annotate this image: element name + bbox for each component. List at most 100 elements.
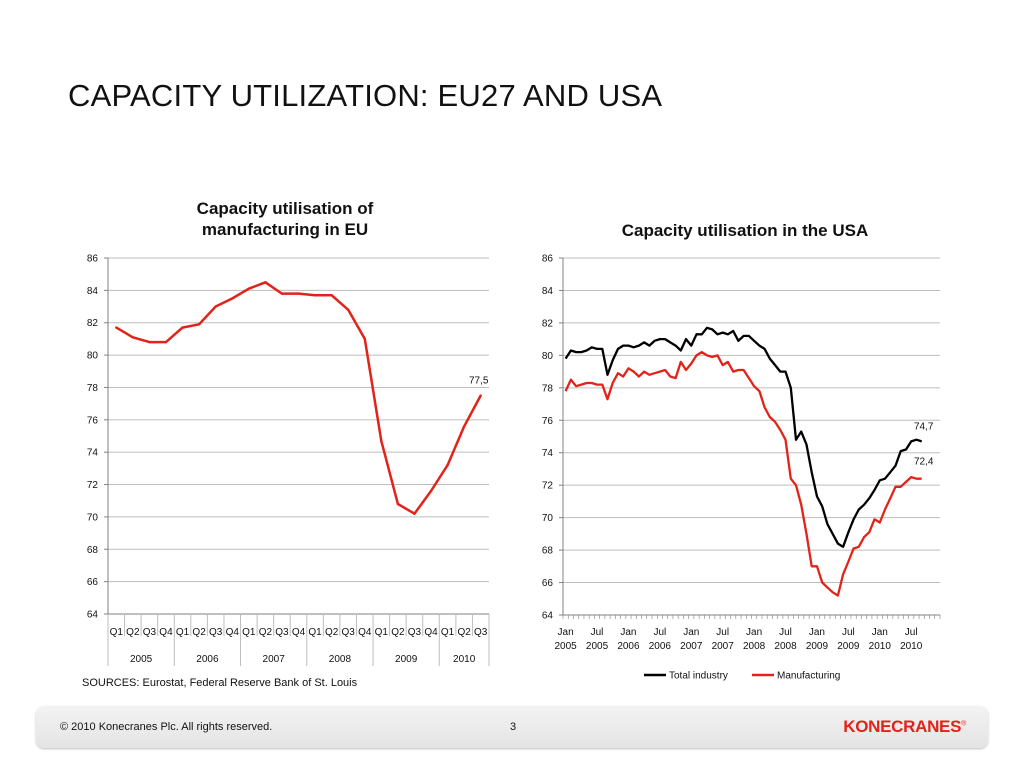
data-point	[413, 512, 416, 515]
y-tick-label: 82	[542, 318, 554, 329]
y-tick-label: 64	[542, 611, 554, 622]
x-tick-label: Q4	[226, 627, 240, 638]
x-tick-label: Q2	[126, 627, 140, 638]
x-tick-label-year: 2006	[617, 641, 640, 652]
y-tick-label: 82	[87, 318, 99, 329]
y-tick-label: 68	[542, 546, 554, 557]
y-tick-label: 80	[542, 351, 554, 362]
x-tick-label-month: Jan	[746, 627, 762, 638]
x-tick-label-month: Jul	[716, 627, 729, 638]
data-point	[330, 294, 333, 297]
data-point	[297, 292, 300, 295]
x-tick-label: Q3	[474, 627, 488, 638]
data-point	[280, 292, 284, 295]
y-tick-label: 76	[542, 416, 554, 427]
y-tick-label: 86	[542, 254, 554, 265]
data-label: 72,4	[914, 457, 934, 468]
data-point	[380, 439, 383, 443]
x-tick-label-year: 2009	[806, 641, 829, 652]
data-point	[231, 297, 234, 300]
x-tick-label-year: 2007	[680, 641, 703, 652]
x-tick-label: Q1	[441, 627, 455, 638]
y-tick-label: 72	[542, 481, 554, 492]
x-tick-label-month: Jul	[591, 627, 604, 638]
y-tick-label: 72	[87, 480, 99, 491]
usa-chart-title: Capacity utilisation in the USA	[621, 221, 869, 240]
year-label: 2010	[453, 654, 476, 665]
y-tick-label: 74	[87, 448, 99, 459]
x-tick-label-month: Jul	[842, 627, 855, 638]
x-tick-label-year: 2008	[774, 641, 797, 652]
x-tick-label-year: 2009	[837, 641, 860, 652]
data-point	[429, 489, 433, 493]
data-point	[148, 340, 151, 344]
y-tick-label: 66	[542, 578, 554, 589]
y-tick-label: 84	[542, 286, 554, 297]
eu-chart-title: Capacity utilisation of manufacturing in…	[150, 198, 420, 240]
x-tick-label-year: 2007	[712, 641, 735, 652]
x-tick-label-month: Jul	[653, 627, 666, 638]
data-point	[264, 281, 267, 284]
x-tick-label-month: Jan	[620, 627, 636, 638]
y-tick-label: 66	[87, 577, 99, 588]
x-tick-label: Q1	[110, 627, 124, 638]
x-tick-label: Q2	[325, 627, 339, 638]
x-tick-label-month: Jul	[905, 627, 918, 638]
x-tick-label: Q4	[159, 627, 173, 638]
data-label: 77,5	[469, 376, 489, 387]
y-tick-label: 70	[542, 513, 554, 524]
data-point	[446, 463, 449, 467]
data-point	[197, 323, 201, 326]
logo-text: KONECRANES	[843, 717, 962, 736]
x-tick-label: Q3	[408, 627, 422, 638]
data-point	[181, 326, 184, 329]
page-number: 3	[510, 721, 517, 733]
y-tick-label: 84	[87, 286, 99, 297]
x-tick-label: Q2	[259, 627, 273, 638]
data-point	[247, 287, 251, 290]
data-point	[346, 308, 350, 311]
data-point	[164, 340, 168, 344]
y-tick-label: 76	[87, 415, 99, 426]
data-point	[396, 502, 400, 506]
total-industry-line	[564, 326, 923, 548]
x-tick-label-year: 2005	[586, 641, 609, 652]
y-tick-label: 74	[542, 448, 554, 459]
x-tick-label: Q3	[275, 627, 289, 638]
x-tick-label: Q2	[192, 627, 206, 638]
x-tick-label: Q4	[292, 627, 306, 638]
data-point	[462, 425, 466, 428]
eu-chart-title-line: manufacturing in EU	[201, 220, 369, 239]
sources-note: SOURCES: Eurostat, Federal Reserve Bank …	[82, 677, 358, 689]
y-tick-label: 80	[87, 351, 99, 362]
data-label: 74,7	[914, 421, 934, 432]
legend-label: Manufacturing	[777, 671, 840, 682]
manufacturing-line	[564, 350, 922, 597]
x-tick-label: Q3	[342, 627, 356, 638]
y-tick-label: 68	[87, 545, 99, 556]
x-tick-label: Q1	[242, 627, 256, 638]
x-tick-label-month: Jul	[779, 627, 792, 638]
data-point	[115, 326, 118, 329]
legend-label: Total industry	[669, 671, 728, 682]
y-tick-label: 86	[87, 254, 99, 265]
data-point	[313, 294, 317, 297]
x-tick-label-year: 2006	[649, 641, 672, 652]
year-label: 2008	[329, 654, 352, 665]
x-tick-label-month: Jan	[558, 627, 574, 638]
data-point	[363, 337, 366, 341]
eu-chart-title-line: Capacity utilisation of	[196, 199, 374, 218]
x-tick-label-year: 2005	[554, 641, 577, 652]
konecranes-logo: KONECRANES®	[843, 717, 966, 737]
x-tick-label: Q2	[457, 627, 471, 638]
x-tick-label-year: 2010	[900, 641, 923, 652]
x-tick-label: Q2	[391, 627, 405, 638]
x-tick-label: Q3	[209, 627, 223, 638]
year-label: 2005	[130, 654, 153, 665]
copyright-text: © 2010 Konecranes Plc. All rights reserv…	[60, 721, 273, 733]
footer-bar: © 2010 Konecranes Plc. All rights reserv…	[36, 706, 988, 748]
x-tick-label-month: Jan	[809, 627, 825, 638]
x-tick-label-year: 2008	[743, 641, 766, 652]
y-tick-label: 70	[87, 512, 99, 523]
